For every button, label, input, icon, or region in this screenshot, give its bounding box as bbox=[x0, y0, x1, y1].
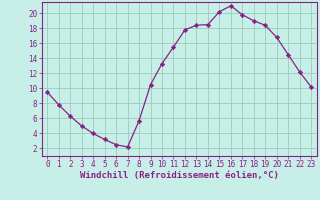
X-axis label: Windchill (Refroidissement éolien,°C): Windchill (Refroidissement éolien,°C) bbox=[80, 171, 279, 180]
